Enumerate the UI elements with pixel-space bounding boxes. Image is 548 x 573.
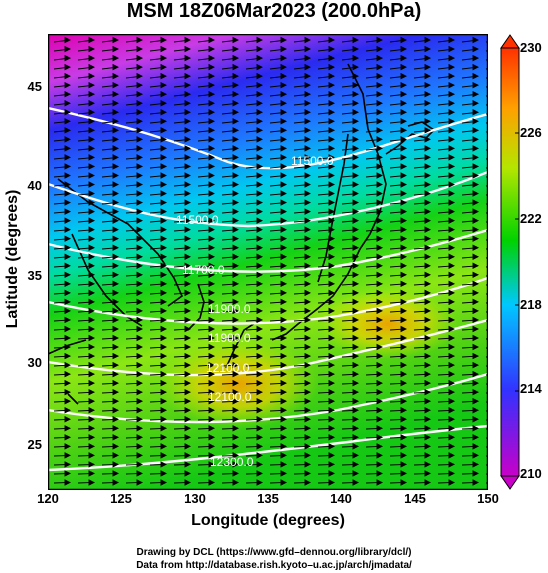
warm-core-east — [318, 289, 458, 359]
credit-drawing: Drawing by DCL (https://www.gfd–dennou.o… — [136, 547, 412, 558]
contour-label: 11500.0 — [176, 213, 219, 227]
wind-vectors — [53, 36, 488, 486]
x-tick-label: 130 — [184, 491, 206, 506]
colorbar-tick: 214 — [520, 381, 542, 396]
y-tick-label: 40 — [27, 178, 42, 193]
warm-core-south — [158, 339, 318, 429]
x-tick-label: 125 — [110, 491, 132, 506]
colorbar-max-arrow — [500, 34, 520, 49]
x-tick-label: 145 — [404, 491, 426, 506]
contour-label: 12100.0 — [208, 390, 252, 404]
x-axis-label: Longitude (degrees) — [191, 512, 345, 529]
y-tick-label: 25 — [27, 437, 42, 452]
contour-label: 11700.0 — [182, 263, 225, 277]
y-tick-label: 35 — [27, 268, 42, 283]
map-plot: 11500.0 11500.0 11700.0 11900.0 11900.0 … — [48, 34, 488, 490]
colorbar-min-arrow — [500, 475, 520, 490]
colorbar-tick: 226 — [520, 125, 542, 140]
x-tick-label: 140 — [330, 491, 352, 506]
y-tick-label: 30 — [27, 355, 42, 370]
contour-label: 12100.0 — [206, 361, 250, 375]
x-tick-label: 135 — [257, 491, 279, 506]
colorbar-scale — [500, 47, 520, 477]
plot-frame — [48, 34, 488, 490]
credit-data: Data from http://database.rish.kyoto–u.a… — [136, 560, 412, 571]
colorbar-tick: 218 — [520, 297, 542, 312]
colorbar — [500, 34, 520, 490]
colorbar-tick: 210 — [520, 466, 542, 481]
contour-label: 12300.0 — [210, 455, 254, 469]
colorbar-tick: 230 — [520, 40, 542, 55]
contour-label: 11900.0 — [208, 302, 251, 316]
colorbar-tick: 222 — [520, 211, 542, 226]
x-tick-label: 150 — [477, 491, 499, 506]
map-title: MSM 18Z06Mar2023 (200.0hPa) — [126, 0, 422, 22]
contour-label: 11900.0 — [208, 331, 251, 345]
y-axis-label: Latitude (degrees) — [4, 189, 21, 329]
contour-label: 11500.0 — [291, 154, 334, 168]
y-tick-label: 45 — [27, 79, 42, 94]
x-tick-label: 120 — [37, 491, 59, 506]
